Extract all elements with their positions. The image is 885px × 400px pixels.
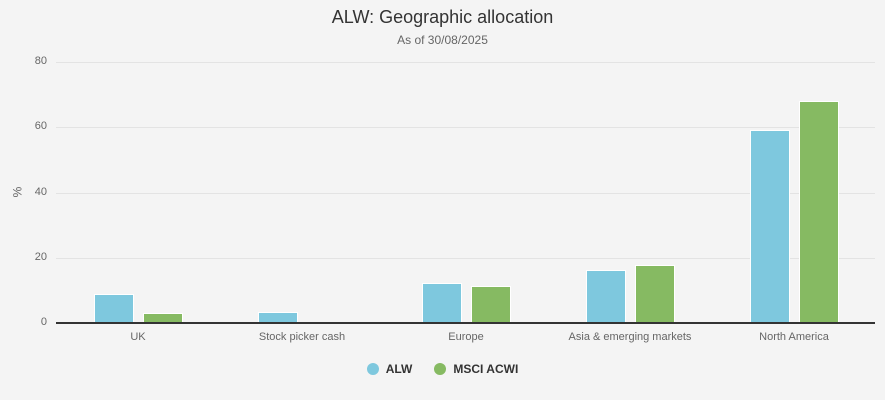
legend-item-msci-acwi[interactable]: MSCI ACWI [434, 362, 518, 376]
bar-msci-acwi[interactable] [471, 286, 511, 323]
y-tick-label: 60 [34, 120, 47, 132]
bar-alw[interactable] [422, 283, 462, 323]
y-tick-label: 0 [40, 316, 47, 328]
legend-label: ALW [385, 362, 413, 376]
msci-acwi-series-dot-icon [434, 363, 447, 375]
chart-subtitle: As of 30/08/2025 [397, 33, 488, 47]
gridline [56, 193, 875, 194]
bar-alw[interactable] [750, 130, 790, 323]
bar-msci-acwi[interactable] [143, 313, 183, 323]
x-tick-label: North America [759, 331, 829, 343]
gridline [56, 127, 875, 128]
y-tick-label: 80 [34, 55, 47, 67]
gridline [56, 62, 875, 63]
bar-alw[interactable] [586, 270, 626, 323]
bar-msci-acwi[interactable] [799, 101, 839, 323]
x-tick-label: Europe [448, 331, 484, 343]
x-tick-label: Stock picker cash [258, 331, 346, 343]
x-axis-line [56, 322, 875, 324]
y-tick-label: 40 [34, 186, 47, 198]
alw-series-dot-icon [366, 363, 379, 375]
bar-msci-acwi[interactable] [635, 265, 675, 323]
bar-alw[interactable] [258, 312, 298, 323]
legend: ALW MSCI ACWI [0, 362, 885, 376]
gridline [56, 258, 875, 259]
legend-label: MSCI ACWI [453, 362, 519, 376]
chart-title: ALW: Geographic allocation [331, 7, 554, 27]
y-tick-label: 20 [34, 251, 47, 263]
x-tick-label: Asia & emerging markets [568, 331, 692, 343]
x-tick-label: UK [130, 331, 146, 343]
legend-item-alw[interactable]: ALW [366, 362, 413, 376]
bar-alw[interactable] [94, 294, 134, 323]
